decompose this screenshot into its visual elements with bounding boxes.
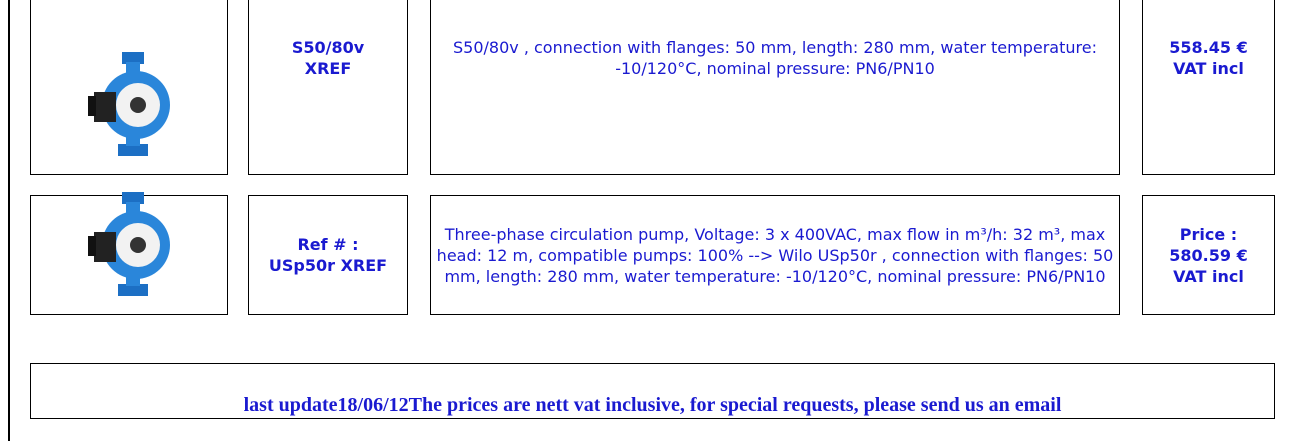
product-ref: Ref # :USp50r XREF: [248, 195, 408, 315]
product-image: [30, 195, 228, 315]
text-line: 558.45 €: [1169, 37, 1247, 58]
text-line: 580.59 €: [1169, 245, 1247, 266]
text-line: VAT incl: [1169, 266, 1247, 287]
left-border: [8, 0, 10, 441]
page: S50/80vXREFS50/80v , connection with fla…: [0, 0, 1295, 441]
pump-image: [74, 50, 184, 160]
text-line: Ref # :: [269, 234, 387, 255]
text-line: S50/80v: [292, 37, 364, 58]
product-price: 558.45 €VAT incl: [1142, 0, 1275, 175]
text-line: VAT incl: [1169, 58, 1247, 79]
product-description: Three-phase circulation pump, Voltage: 3…: [430, 195, 1120, 315]
product-description: S50/80v , connection with flanges: 50 mm…: [430, 0, 1120, 175]
text-line: USp50r XREF: [269, 255, 387, 276]
product-image: [30, 0, 228, 175]
product-price: Price :580.59 €VAT incl: [1142, 195, 1275, 315]
pump-image: [74, 190, 184, 300]
text-line: Price :: [1169, 224, 1247, 245]
text-line: XREF: [292, 58, 364, 79]
footer-note: last update18/06/12The prices are nett v…: [30, 363, 1275, 419]
